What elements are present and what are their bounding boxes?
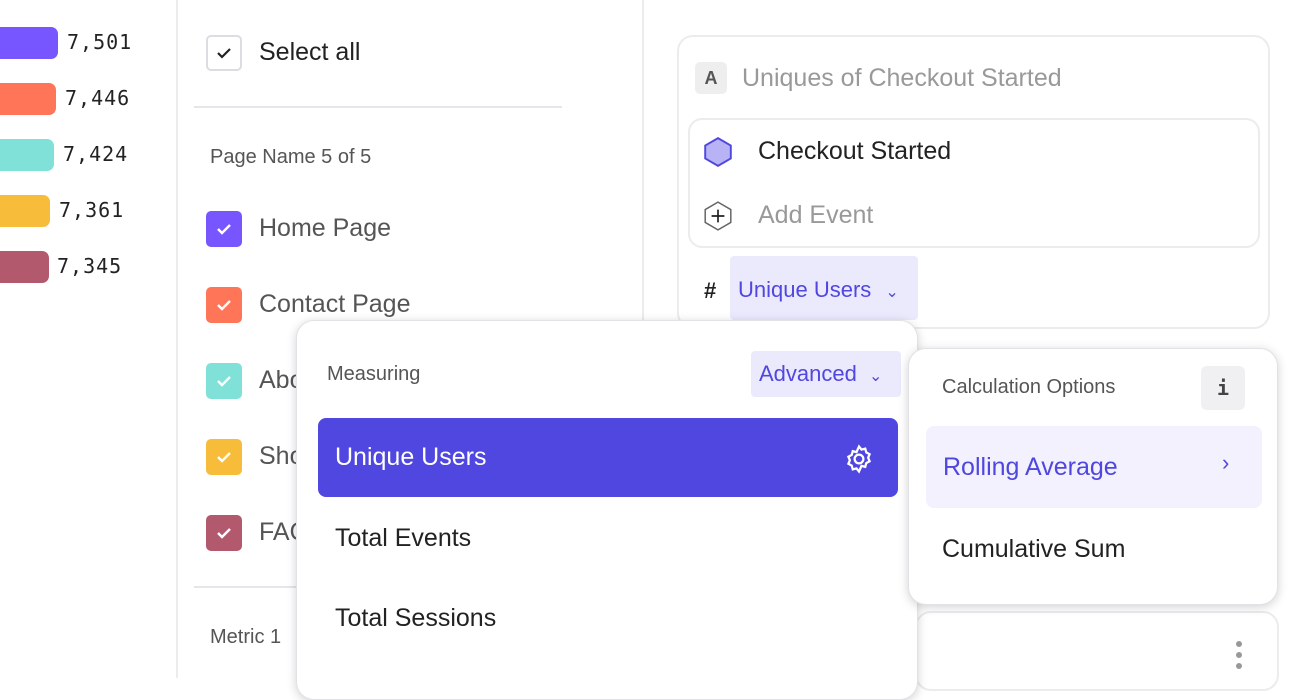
hash-symbol: # (704, 278, 717, 303)
option-label: Rolling Average (943, 453, 1118, 481)
measuring-menu: Measuring Advanced ⌄ Unique Users Total … (296, 320, 918, 700)
calculation-options-menu: Calculation Options i Rolling Average › … (908, 348, 1278, 605)
advanced-label: Advanced (759, 361, 857, 386)
gear-icon[interactable] (844, 444, 874, 474)
metric-title[interactable]: Uniques of Checkout Started (742, 64, 1062, 92)
legend-value: 7,361 (59, 198, 125, 222)
menu-option-total-sessions[interactable]: Total Sessions (335, 604, 497, 632)
advanced-dropdown[interactable]: Advanced ⌄ (751, 351, 901, 397)
metric-badge: A (695, 62, 727, 94)
metric-label: Metric 1 (210, 626, 282, 648)
event-list: Checkout Started Add Event (688, 118, 1260, 248)
metric-card: A Uniques of Checkout Started Checkout S… (677, 35, 1270, 329)
measure-dropdown-label: Unique Users (738, 277, 872, 302)
legend-bar (0, 27, 58, 59)
divider (194, 586, 314, 588)
checkbox-about[interactable] (206, 363, 242, 399)
check-icon (217, 376, 231, 387)
checkbox-contact-page[interactable] (206, 287, 242, 323)
option-rolling-average[interactable]: Rolling Average › (926, 426, 1262, 508)
legend-value: 7,501 (67, 30, 133, 54)
select-all-checkbox[interactable] (206, 35, 242, 71)
group-label: Page Name 5 of 5 (210, 146, 372, 168)
menu-option-unique-users[interactable]: Unique Users (318, 418, 898, 497)
legend-bar (0, 195, 50, 227)
submenu-heading: Calculation Options (942, 376, 1116, 398)
filter-item-label[interactable]: Home Page (259, 214, 392, 242)
filter-item-label[interactable]: Contact Page (259, 290, 411, 318)
legend-bar (0, 251, 49, 283)
more-options-icon[interactable] (1235, 640, 1243, 670)
legend-bar (0, 83, 56, 115)
checkbox-home-page[interactable] (206, 211, 242, 247)
add-event-button[interactable]: Add Event (758, 201, 874, 229)
check-icon (217, 48, 231, 59)
menu-option-total-events[interactable]: Total Events (335, 524, 472, 552)
measure-dropdown[interactable]: Unique Users ⌄ (730, 256, 918, 320)
check-icon (217, 528, 231, 539)
add-event-icon[interactable] (702, 200, 734, 232)
menu-heading: Measuring (327, 363, 421, 385)
legend-value: 7,424 (63, 142, 129, 166)
check-icon (217, 300, 231, 311)
option-cumulative-sum[interactable]: Cumulative Sum (942, 535, 1126, 563)
info-button[interactable]: i (1201, 366, 1245, 410)
select-all-label[interactable]: Select all (259, 38, 361, 66)
check-icon (217, 224, 231, 235)
divider (194, 106, 562, 108)
legend-bar (0, 139, 54, 171)
chevron-down-icon: ⌄ (868, 368, 883, 385)
hexagon-event-icon (704, 137, 732, 167)
option-label: Unique Users (335, 443, 487, 471)
checkbox-faq[interactable] (206, 515, 242, 551)
chevron-right-icon: › (1222, 450, 1230, 475)
secondary-card (915, 611, 1279, 691)
event-name[interactable]: Checkout Started (758, 137, 952, 165)
check-icon (217, 452, 231, 463)
legend-value: 7,345 (57, 254, 123, 278)
divider (176, 0, 178, 678)
checkbox-shop[interactable] (206, 439, 242, 475)
legend-value: 7,446 (65, 86, 131, 110)
chevron-down-icon: ⌄ (885, 284, 899, 301)
